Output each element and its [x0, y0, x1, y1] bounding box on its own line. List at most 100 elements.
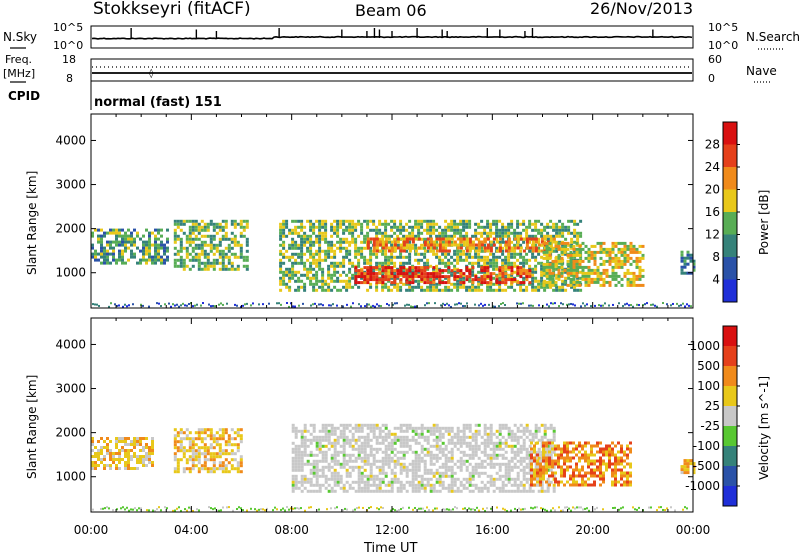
- data-cell: [438, 474, 442, 478]
- data-cell: [516, 465, 520, 469]
- data-cell: [342, 246, 346, 250]
- data-cell: [519, 252, 523, 256]
- data-cell: [459, 462, 463, 466]
- data-cell: [291, 441, 295, 445]
- data-cell: [333, 471, 337, 475]
- data-cell: [136, 234, 139, 238]
- data-cell: [587, 256, 591, 260]
- data-cell: [206, 264, 210, 268]
- data-cell: [212, 258, 216, 262]
- data-cell: [369, 255, 373, 259]
- data-cell: [420, 278, 424, 282]
- data-cell: [279, 279, 283, 283]
- data-cell: [318, 486, 322, 490]
- data-cell: [97, 440, 100, 443]
- data-cell: [118, 249, 121, 253]
- data-cell: [142, 252, 145, 256]
- data-cell: [291, 429, 295, 433]
- data-cell: [336, 228, 340, 232]
- data-cell: [133, 243, 136, 247]
- data-cell: [483, 429, 487, 433]
- data-cell: [432, 474, 436, 478]
- data-cell: [212, 464, 216, 468]
- data-cell: [121, 228, 124, 232]
- data-cell: [501, 474, 505, 478]
- data-cell: [474, 429, 478, 433]
- data-cell: [387, 261, 391, 265]
- data-cell: [546, 303, 548, 306]
- data-cell: [489, 278, 493, 282]
- data-cell: [309, 255, 313, 259]
- data-cell: [209, 434, 213, 438]
- data-cell: [360, 474, 364, 478]
- data-cell: [182, 246, 186, 250]
- data-cell: [465, 480, 469, 484]
- data-cell: [501, 234, 505, 238]
- data-cell: [429, 285, 433, 289]
- nsky-label: N.Sky: [3, 30, 37, 44]
- data-cell: [414, 471, 418, 475]
- data-cell: [453, 231, 457, 235]
- data-cell: [450, 480, 454, 484]
- data-cell: [294, 225, 298, 229]
- data-cell: [327, 282, 331, 286]
- data-cell: [426, 225, 430, 229]
- data-cell: [629, 247, 633, 251]
- data-cell: [182, 261, 186, 265]
- data-cell: [306, 246, 310, 250]
- data-cell: [402, 429, 406, 433]
- data-cell: [227, 237, 231, 241]
- data-cell: [285, 270, 289, 274]
- data-cell: [378, 237, 382, 241]
- data-cell: [387, 483, 391, 487]
- data-cell: [545, 241, 549, 245]
- data-cell: [160, 234, 163, 238]
- data-cell: [390, 459, 394, 463]
- data-cell: [492, 480, 496, 484]
- data-cell: [318, 243, 322, 247]
- data-cell: [548, 277, 552, 281]
- data-cell: [236, 467, 240, 471]
- data-cell: [662, 302, 664, 305]
- data-cell: [233, 240, 237, 244]
- data-cell: [483, 450, 487, 454]
- data-cell: [233, 219, 237, 223]
- data-cell: [130, 449, 133, 452]
- data-cell: [396, 480, 400, 484]
- data-cell: [336, 426, 340, 430]
- data-cell: [185, 249, 189, 253]
- data-cell: [357, 486, 361, 490]
- data-cell: [408, 258, 412, 262]
- data-cell: [236, 264, 240, 268]
- data-cell: [342, 444, 346, 448]
- data-cell: [381, 246, 385, 250]
- data-cell: [495, 477, 499, 481]
- data-cell: [531, 255, 535, 259]
- data-cell: [471, 474, 475, 478]
- data-cell: [306, 462, 310, 466]
- data-cell: [522, 237, 526, 241]
- data-cell: [459, 258, 463, 262]
- data-cell: [477, 252, 481, 256]
- data-cell: [106, 252, 109, 256]
- data-cell: [312, 489, 316, 493]
- data-cell: [312, 459, 316, 463]
- data-cell: [145, 240, 148, 244]
- data-cell: [151, 443, 154, 446]
- data-cell: [498, 489, 502, 493]
- data-cell: [188, 431, 192, 435]
- data-cell: [429, 444, 433, 448]
- data-cell: [578, 244, 582, 248]
- data-cell: [408, 288, 412, 292]
- data-cell: [462, 435, 466, 439]
- data-cell: [127, 464, 130, 467]
- data-cell: [617, 468, 620, 472]
- data-cell: [303, 453, 307, 457]
- data-cell: [297, 246, 301, 250]
- data-cell: [351, 468, 355, 472]
- data-cell: [176, 258, 180, 262]
- data-cell: [285, 219, 289, 223]
- data-cell: [384, 282, 388, 286]
- data-cell: [444, 288, 448, 292]
- data-cell: [142, 249, 145, 253]
